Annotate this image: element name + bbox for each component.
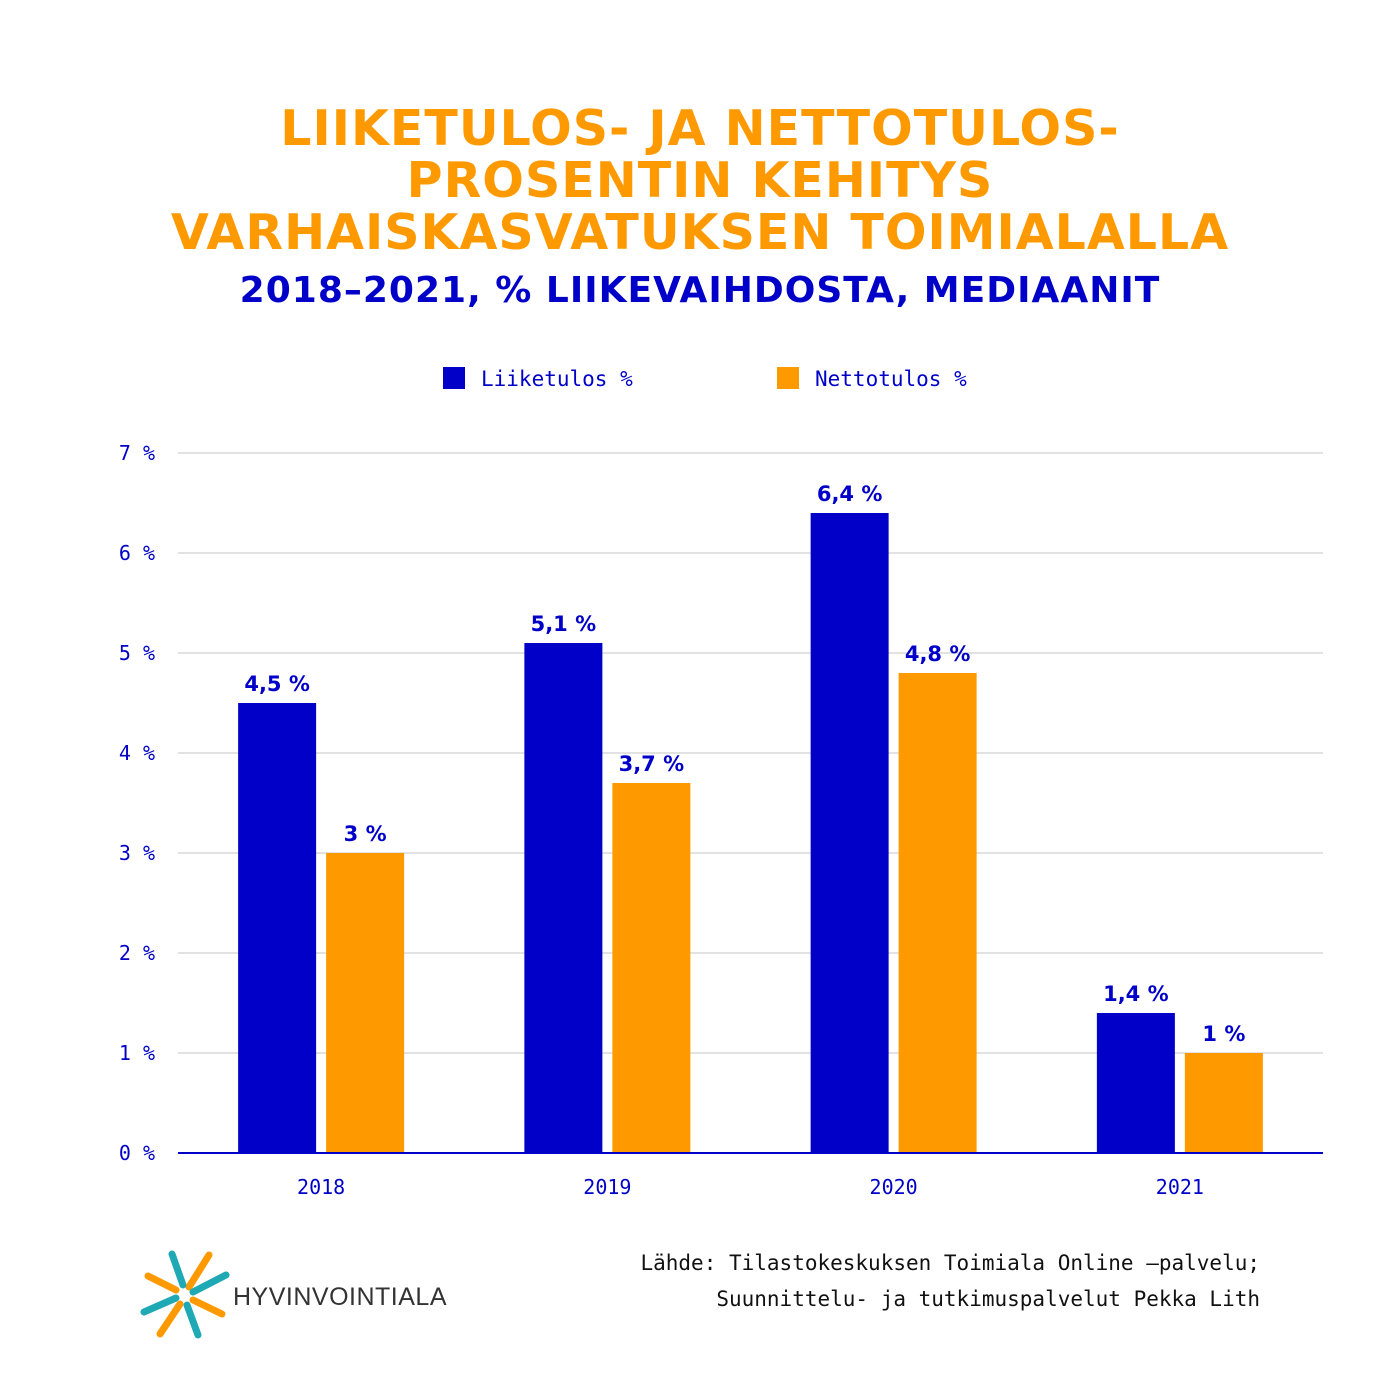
data-label-liiketulos-2020: 6,4 % [817, 482, 883, 506]
bar-chart: 0 % 1 % 2 % 3 % 4 % 5 % 6 % 7 % 4,5 % 3 % 2018 5,1 … [119, 367, 1323, 1199]
bar-nettotulos-2020 [898, 673, 977, 1153]
x-tick-label: 2020 [870, 1175, 918, 1199]
bar-liiketulos-2020 [810, 513, 889, 1153]
data-label-liiketulos-2019: 5,1 % [531, 612, 597, 636]
bar-nettotulos-2021 [1184, 1053, 1263, 1153]
logo-text: HYVINVOINTIALA [233, 1283, 447, 1311]
chart-subtitle: 2018–2021, % LIIKEVAIHDOSTA, MEDIAANIT [239, 270, 1161, 311]
source-note: Lähde: Tilastokeskuksen Toimiala Online … [640, 1245, 1260, 1317]
legend-swatch-nettotulos [777, 367, 799, 389]
legend-swatch-liiketulos [443, 367, 465, 389]
x-tick-label: 2019 [583, 1175, 631, 1199]
data-label-nettotulos-2021: 1 % [1202, 1022, 1245, 1046]
y-tick-label: 3 % [119, 841, 155, 865]
y-tick-label: 5 % [119, 641, 155, 665]
bar-liiketulos-2021 [1096, 1013, 1175, 1153]
title-line-2: PROSENTIN KEHITYS [406, 152, 994, 209]
data-label-liiketulos-2021: 1,4 % [1103, 982, 1169, 1006]
bar-liiketulos-2019 [524, 643, 603, 1153]
title-line-1: LIIKETULOS- JA NETTOTULOS- [280, 100, 1120, 157]
y-tick-label: 0 % [119, 1141, 155, 1165]
chart-title: LIIKETULOS- JA NETTOTULOS- PROSENTIN KEH… [0, 103, 1400, 259]
data-label-liiketulos-2018: 4,5 % [244, 672, 310, 696]
source-line-1: Lähde: Tilastokeskuksen Toimiala Online … [640, 1251, 1260, 1275]
data-label-nettotulos-2019: 3,7 % [619, 752, 685, 776]
legend-label-liiketulos: Liiketulos % [481, 367, 633, 391]
x-tick-label: 2021 [1156, 1175, 1204, 1199]
title-line-3: VARHAISKASVATUKSEN TOIMIALALLA [170, 204, 1230, 261]
data-label-nettotulos-2020: 4,8 % [905, 642, 971, 666]
bar-nettotulos-2018 [326, 853, 405, 1153]
y-tick-label: 7 % [119, 441, 155, 465]
legend-label-nettotulos: Nettotulos % [815, 367, 967, 391]
source-line-2: Suunnittelu- ja tutkimuspalvelut Pekka L… [716, 1287, 1260, 1311]
y-tick-label: 2 % [119, 941, 155, 965]
y-tick-label: 6 % [119, 541, 155, 565]
hyvinvointiala-logo-icon [140, 1250, 230, 1339]
bar-liiketulos-2018 [238, 703, 317, 1153]
bar-nettotulos-2019 [612, 783, 691, 1153]
y-tick-label: 1 % [119, 1041, 155, 1065]
data-label-nettotulos-2018: 3 % [344, 822, 387, 846]
x-tick-label: 2018 [297, 1175, 345, 1199]
y-tick-label: 4 % [119, 741, 155, 765]
